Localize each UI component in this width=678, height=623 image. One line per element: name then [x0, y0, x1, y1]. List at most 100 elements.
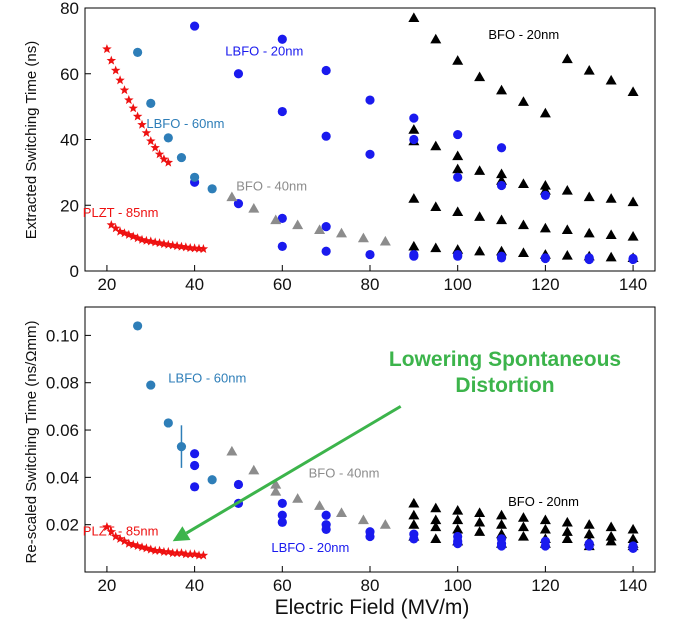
lbfo-20nm-point: [190, 21, 200, 31]
top-x-tick-label: 20: [97, 275, 116, 294]
bfo-20nm-point: [496, 84, 508, 95]
bfo-20nm-point: [539, 107, 551, 118]
bfo-20nm-point: [408, 240, 420, 251]
lbfo-20nm-point: [233, 199, 244, 209]
plzt-85nm-point: [172, 548, 182, 558]
bottom-x-tick-label: 20: [97, 576, 116, 595]
plzt-85nm-point: [119, 228, 130, 238]
top-y-tick-label: 0: [70, 262, 79, 281]
bfo-20nm-point: [605, 229, 617, 239]
bfo-20nm-point: [430, 140, 442, 151]
plzt-85nm-point: [181, 242, 191, 252]
lbfo-20nm-point: [496, 180, 507, 191]
bfo-20nm-point: [408, 12, 420, 22]
plzt-85nm-point: [115, 75, 125, 85]
callout-arrow-head: [172, 526, 191, 542]
lbfo-20nm-point: [321, 131, 331, 141]
plzt-85nm-point: [128, 231, 138, 241]
lbfo-20nm-point: [277, 517, 287, 527]
plzt-85nm-point: [102, 522, 112, 532]
lbfo-20nm-point: [321, 246, 331, 256]
plzt-85nm-point: [141, 543, 152, 553]
bottom-x-tick-label: 40: [185, 576, 204, 595]
bfo-20nm-point: [517, 521, 529, 532]
distortion-callout: Lowering Spontaneous Distortion: [389, 348, 621, 397]
plzt-85nm-point: [167, 240, 178, 250]
bottom-y-tick-label: 0.10: [46, 326, 79, 345]
bottom-x-tick-label: 120: [531, 576, 559, 595]
top-data-marks: [102, 12, 639, 265]
lbfo-20nm-point: [409, 134, 419, 145]
bottom-tick-group: 20 40 60 80 100 120 140 0.02 0.04 0.06 0.08 0.10: [46, 326, 647, 595]
bfo-20nm-point: [430, 201, 442, 212]
lbfo-20nm-point: [453, 129, 463, 140]
lbfo-20nm-point: [321, 510, 331, 520]
bfo-20nm-point: [430, 33, 442, 44]
plzt-85nm-point: [150, 545, 160, 555]
series-label-bfo-40nm: BFO - 40nm: [309, 465, 380, 480]
bfo-20nm-point: [452, 150, 464, 161]
bfo-20nm-point: [474, 211, 486, 221]
lbfo-60nm-point: [176, 152, 187, 163]
bfo-40nm-point: [336, 507, 347, 517]
top-x-tick-label: 80: [361, 275, 380, 294]
plzt-85nm-point: [141, 127, 152, 137]
plzt-85nm-point: [150, 142, 160, 152]
bfo-20nm-point: [539, 180, 551, 190]
lbfo-20nm-point: [365, 149, 375, 159]
bfo-20nm-point: [408, 124, 420, 134]
bfo-20nm-point: [430, 521, 442, 532]
bottom-panel: Re-scaled Switching Time (ns/Ωmm) Electr…: [23, 306, 656, 619]
lbfo-20nm-point: [365, 95, 375, 105]
series-label-bfo-20nm: BFO - 20nm: [508, 494, 579, 509]
bfo-20nm-point: [517, 512, 529, 522]
bfo-20nm-point: [517, 219, 529, 230]
plzt-85nm-point: [106, 220, 117, 229]
lbfo-20nm-point: [321, 222, 331, 232]
bfo-20nm-point: [561, 53, 573, 64]
bfo-20nm-point: [430, 533, 442, 543]
bfo-20nm-point: [408, 497, 420, 508]
plzt-85nm-point: [185, 243, 195, 252]
lbfo-20nm-point: [321, 524, 331, 535]
bottom-data-marks: [102, 321, 639, 560]
bfo-20nm-point: [474, 507, 486, 517]
top-panel: Extracted Switching Time (ns) 20 40 60 80 10…: [23, 0, 656, 294]
plzt-85nm-point: [159, 154, 169, 164]
lbfo-60nm-point: [133, 321, 143, 331]
bfo-20nm-point: [408, 519, 420, 529]
bfo-20nm-point: [430, 242, 442, 253]
bfo-20nm-point: [474, 71, 486, 82]
lbfo-60nm-point: [163, 418, 173, 428]
bottom-x-tick-label: 100: [444, 576, 472, 595]
series-label-bfo-40nm: BFO - 40nm: [236, 178, 307, 193]
lbfo-60nm-point: [190, 172, 200, 182]
lbfo-20nm-point: [190, 449, 200, 459]
bfo-20nm-point: [561, 184, 573, 195]
lbfo-20nm-point: [453, 539, 463, 549]
series-label-lbfo-60nm: LBFO - 60nm: [146, 116, 224, 131]
bfo-20nm-point: [583, 227, 595, 238]
bfo-20nm-point: [452, 523, 464, 534]
plzt-85nm-point: [132, 541, 143, 550]
bfo-40nm-point: [336, 227, 347, 238]
bfo-40nm-point: [226, 445, 238, 456]
series-label-plzt-85nm: PLZT - 85nm: [83, 205, 159, 220]
lbfo-20nm-point: [277, 241, 287, 251]
top-y-tick-label: 80: [60, 0, 79, 18]
top-annotations: BFO - 20nm LBFO - 20nm LBFO - 60nm BFO - 40…: [83, 27, 559, 220]
bfo-40nm-point: [314, 224, 326, 235]
bfo-20nm-point: [583, 528, 595, 539]
series-label-bfo-20nm: BFO - 20nm: [488, 27, 559, 42]
plzt-85nm-point: [128, 103, 138, 113]
plzt-85nm-point: [102, 44, 112, 54]
lbfo-20nm-point: [540, 541, 550, 551]
lbfo-20nm-point: [540, 190, 550, 200]
bfo-20nm-point: [561, 224, 573, 235]
bfo-20nm-point: [605, 521, 617, 532]
bfo-20nm-point: [539, 222, 551, 233]
bfo-40nm-point: [379, 235, 391, 246]
bfo-40nm-point: [248, 203, 260, 213]
bfo-20nm-point: [561, 526, 573, 536]
series-label-plzt-85nm: PLZT - 85nm: [83, 523, 159, 538]
